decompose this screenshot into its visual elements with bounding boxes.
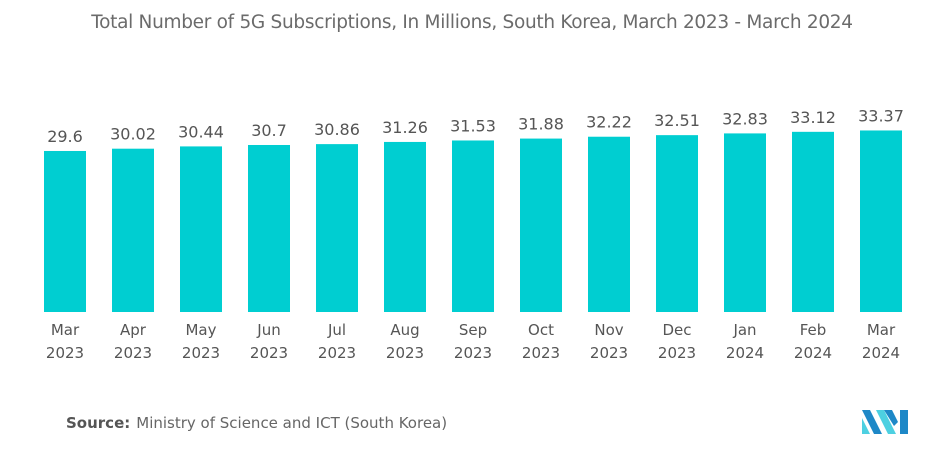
data-label-1: 30.02 [110, 125, 156, 144]
bar-5 [384, 141, 426, 312]
x-tick-month-6: Sep [459, 321, 487, 339]
x-tick-month-8: Nov [594, 321, 623, 339]
x-tick-year-9: 2023 [658, 344, 696, 362]
data-label-8: 32.22 [586, 113, 632, 132]
bar-3 [248, 144, 290, 312]
x-tick-month-7: Oct [528, 321, 554, 339]
x-tick-year-2: 2023 [182, 344, 220, 362]
x-tick-month-9: Dec [662, 321, 691, 339]
x-tick-month-5: Aug [390, 321, 419, 339]
data-label-5: 31.26 [382, 118, 428, 137]
bar-10 [724, 133, 766, 312]
source-text: Ministry of Science and ICT (South Korea… [136, 414, 448, 432]
x-tick-month-3: Jun [256, 321, 280, 339]
data-label-11: 33.12 [790, 108, 836, 127]
x-tick-month-1: Apr [120, 321, 147, 339]
data-label-2: 30.44 [178, 122, 224, 141]
x-tick-year-12: 2024 [862, 344, 900, 362]
data-label-9: 32.51 [654, 111, 700, 130]
source-label: Source: [66, 414, 131, 432]
x-tick-year-1: 2023 [114, 344, 152, 362]
x-tick-month-2: May [185, 321, 216, 339]
x-tick-month-11: Feb [800, 321, 827, 339]
bar-1 [112, 148, 154, 312]
bar-8 [588, 136, 630, 312]
x-tick-year-0: 2023 [46, 344, 84, 362]
x-tick-year-3: 2023 [250, 344, 288, 362]
bar-0 [44, 150, 86, 312]
x-tick-month-10: Jan [732, 321, 756, 339]
data-label-6: 31.53 [450, 116, 496, 135]
x-tick-year-8: 2023 [590, 344, 628, 362]
x-tick-year-5: 2023 [386, 344, 424, 362]
x-tick-year-6: 2023 [454, 344, 492, 362]
bar-9 [656, 135, 698, 312]
x-tick-month-4: Jul [327, 321, 346, 339]
x-tick-year-10: 2024 [726, 344, 764, 362]
bar-chart: 29.6 Mar 2023 30.02 Apr 2023 30.44 May 2023 30.7 J… [44, 106, 904, 362]
source-note: Source: Ministry of Science and ICT (Sout… [66, 414, 447, 432]
bar-4 [316, 144, 358, 312]
bar-11 [792, 131, 834, 312]
bar-7 [520, 138, 562, 312]
x-tick-month-12: Mar [867, 321, 896, 339]
data-label-10: 32.83 [722, 109, 768, 128]
mordor-intelligence-logo-icon [862, 410, 908, 434]
x-tick-year-7: 2023 [522, 344, 560, 362]
data-label-12: 33.37 [858, 106, 904, 125]
x-tick-year-4: 2023 [318, 344, 356, 362]
chart-title: Total Number of 5G Subscriptions, In Mil… [91, 12, 853, 33]
data-label-4: 30.86 [314, 120, 360, 139]
bar-12 [860, 130, 902, 312]
x-tick-year-11: 2024 [794, 344, 832, 362]
data-label-3: 30.7 [251, 121, 287, 140]
bar-6 [452, 140, 494, 312]
x-tick-month-0: Mar [51, 321, 80, 339]
data-label-0: 29.6 [47, 127, 83, 146]
bar-2 [180, 146, 222, 312]
data-label-7: 31.88 [518, 115, 564, 134]
